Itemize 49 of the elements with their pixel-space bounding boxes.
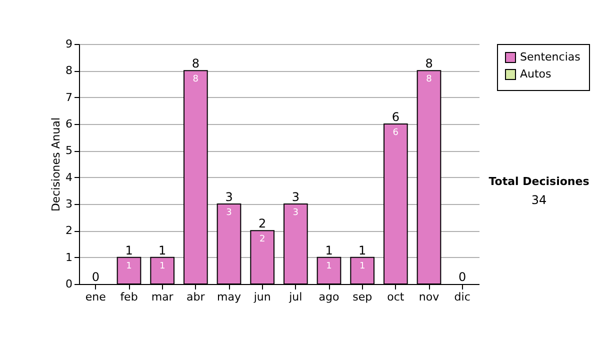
x-tick-label: may	[217, 290, 242, 304]
text: Total Decisiones	[488, 175, 590, 188]
x-tick-label: dic	[454, 290, 470, 304]
x-tick-label: feb	[120, 290, 138, 304]
y-tick-label: 6	[66, 118, 72, 130]
total-label: 3	[292, 190, 300, 204]
total-label: 3	[225, 190, 233, 204]
y-tick-label: 1	[66, 250, 72, 264]
y-tick-label: 3	[66, 198, 72, 210]
total-label: 1	[325, 243, 333, 258]
x-tick-label: ago	[318, 290, 340, 304]
total-label: 1	[158, 243, 166, 258]
y-tick-label: 0	[66, 278, 72, 290]
data-label: 1	[126, 261, 132, 272]
data-label: 1	[159, 261, 166, 272]
data-label: 3	[226, 208, 232, 218]
data-label: 8	[426, 74, 432, 85]
data-label: 1	[326, 261, 332, 272]
y-tick-label: 2	[66, 224, 72, 238]
x-tick-label: nov	[418, 290, 440, 304]
x-tick-label: oct	[387, 290, 405, 304]
data-label: 3	[292, 208, 299, 218]
data-label: 8	[192, 74, 199, 85]
x-tick-label: jun	[252, 290, 271, 304]
legend-label: Autos	[520, 68, 552, 80]
y-tick-label: 9	[66, 38, 72, 50]
data-label: 6	[392, 128, 399, 138]
y-axis-title: Decisiones Anual	[50, 117, 62, 212]
total-label: 8	[192, 56, 200, 71]
total-label: 6	[392, 110, 400, 124]
x-tick-label: ene	[85, 290, 106, 304]
total-label: 0	[458, 270, 466, 284]
y-tick-label: 5	[66, 144, 72, 158]
y-tick-label: 8	[66, 64, 72, 78]
x-tick-label: mar	[151, 290, 174, 304]
total-label: 1	[358, 243, 366, 258]
data-label: 2	[259, 234, 266, 245]
total-label: 2	[258, 216, 266, 231]
y-tick-label: 4	[66, 170, 72, 184]
total-label: 8	[425, 56, 433, 71]
legend-label: Sentencias	[520, 50, 581, 64]
x-tick-label: abr	[186, 290, 206, 304]
x-tick-label: jul	[288, 290, 302, 304]
total-label: 1	[125, 243, 133, 258]
data-label: 1	[359, 261, 366, 272]
y-tick-label: 7	[66, 90, 72, 104]
x-tick-label: sep	[352, 290, 372, 304]
total-label: 0	[92, 270, 100, 284]
text: 34	[531, 193, 547, 207]
